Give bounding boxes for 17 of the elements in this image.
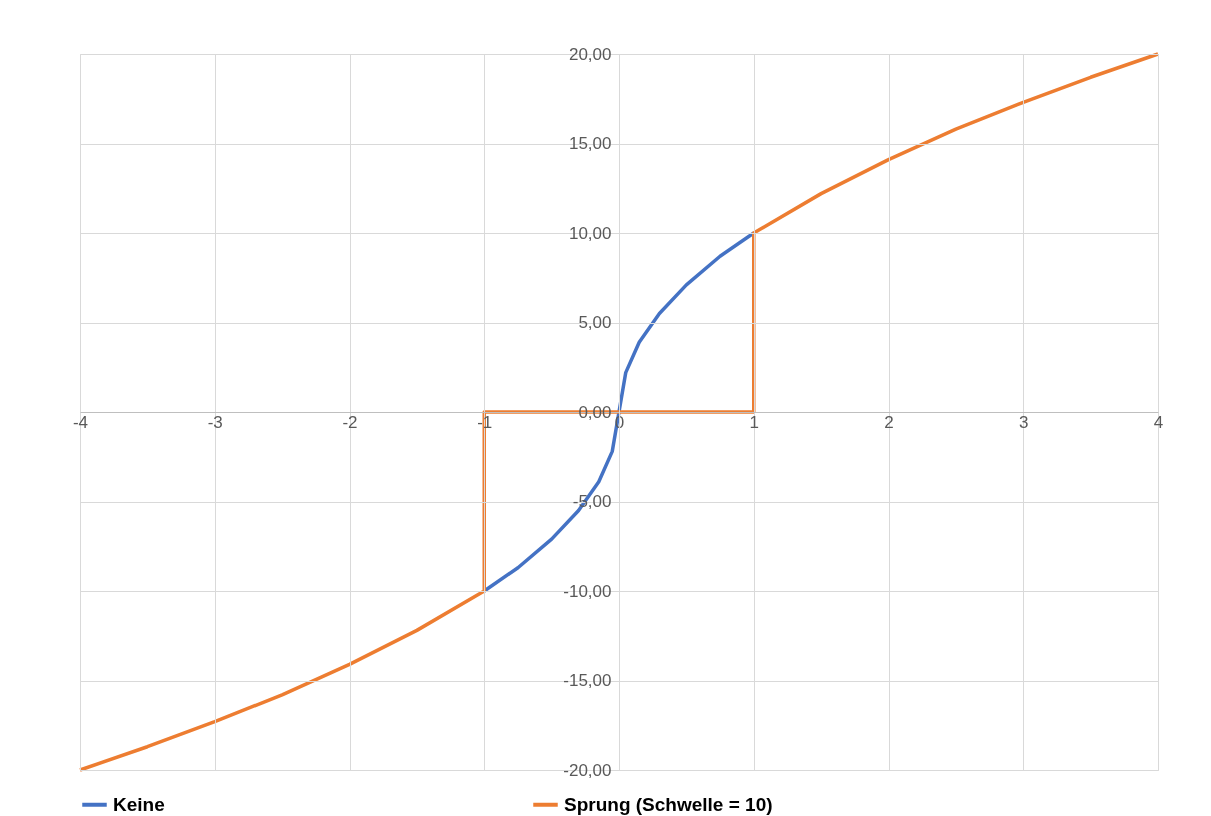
x-tick-label: -4 (72, 412, 89, 432)
y-tick-label: 5,00 (578, 313, 612, 332)
y-tick-label: 15,00 (568, 134, 612, 153)
x-tick-label: -3 (207, 412, 223, 432)
y-tick-label: -5,00 (572, 492, 612, 511)
x-tick-label: 2 (884, 412, 894, 432)
x-tick-label: 1 (749, 412, 759, 432)
y-tick-label: 20,00 (568, 44, 612, 64)
legend-label: Keine (113, 793, 165, 815)
x-tick-label: -2 (342, 412, 358, 432)
y-tick-label: -20,00 (563, 760, 612, 780)
y-tick-label: 10,00 (568, 223, 612, 243)
legend-label: Sprung (Schwelle = 10) (564, 793, 773, 815)
x-tick-label: 4 (1153, 412, 1164, 432)
x-tick-label: 3 (1019, 412, 1029, 432)
y-tick-label: -10,00 (563, 581, 612, 601)
y-tick-label: -15,00 (563, 671, 612, 690)
